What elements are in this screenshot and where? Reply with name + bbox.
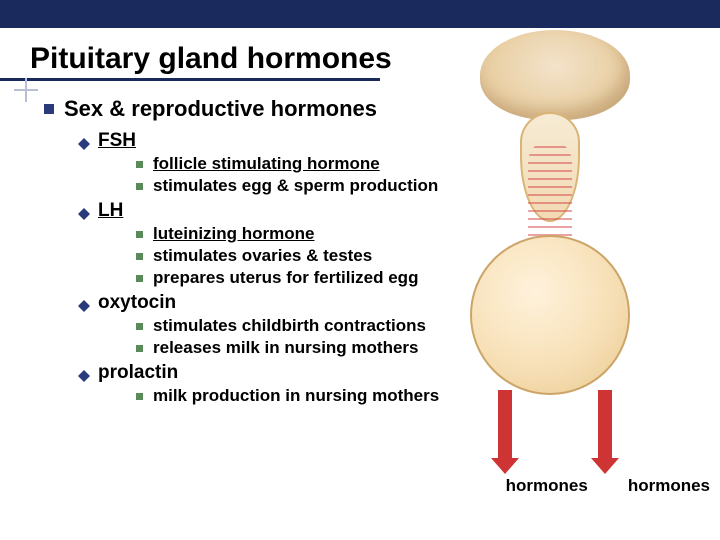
small-square-bullet-icon bbox=[136, 253, 143, 260]
lvl3-item: stimulates egg & sperm production bbox=[136, 176, 720, 196]
header-bar bbox=[0, 0, 720, 28]
lvl3-item: milk production in nursing mothers bbox=[136, 386, 720, 406]
small-square-bullet-icon bbox=[136, 275, 143, 282]
lvl3-item: stimulates childbirth contractions bbox=[136, 316, 720, 336]
lvl2-item: LH bbox=[78, 200, 720, 222]
hormones-label-right: hormones bbox=[628, 476, 710, 496]
lvl2-text: prolactin bbox=[98, 362, 178, 384]
lvl1-text: Sex & reproductive hormones bbox=[64, 96, 377, 122]
lvl3-container: stimulates childbirth contractionsreleas… bbox=[136, 316, 720, 358]
lvl3-item: releases milk in nursing mothers bbox=[136, 338, 720, 358]
lvl3-item: luteinizing hormone bbox=[136, 224, 720, 244]
small-square-bullet-icon bbox=[136, 231, 143, 238]
content-area: Sex & reproductive hormones FSHfollicle … bbox=[0, 78, 720, 406]
lvl2-text: oxytocin bbox=[98, 292, 176, 314]
small-square-bullet-icon bbox=[136, 161, 143, 168]
small-square-bullet-icon bbox=[136, 345, 143, 352]
diamond-bullet-icon bbox=[78, 208, 90, 214]
lvl3-item: prepares uterus for fertilized egg bbox=[136, 268, 720, 288]
lvl3-text: releases milk in nursing mothers bbox=[153, 338, 418, 358]
diamond-bullet-icon bbox=[78, 370, 90, 376]
lvl3-text: stimulates egg & sperm production bbox=[153, 176, 438, 196]
lvl3-text: luteinizing hormone bbox=[153, 224, 315, 244]
lvl2-text: LH bbox=[98, 200, 123, 222]
small-square-bullet-icon bbox=[136, 183, 143, 190]
bottom-labels: hormones hormones bbox=[506, 476, 710, 496]
lvl2-text: FSH bbox=[98, 130, 136, 152]
lvl3-item: stimulates ovaries & testes bbox=[136, 246, 720, 266]
lvl2-item: FSH bbox=[78, 130, 720, 152]
sections-container: FSHfollicle stimulating hormonestimulate… bbox=[78, 130, 720, 406]
lvl2-item: prolactin bbox=[78, 362, 720, 384]
lvl3-text: prepares uterus for fertilized egg bbox=[153, 268, 418, 288]
diamond-bullet-icon bbox=[78, 138, 90, 144]
lvl3-container: luteinizing hormonestimulates ovaries & … bbox=[136, 224, 720, 288]
small-square-bullet-icon bbox=[136, 323, 143, 330]
square-bullet-icon bbox=[44, 104, 54, 114]
lvl3-text: stimulates childbirth contractions bbox=[153, 316, 426, 336]
title-text: Pituitary gland hormones bbox=[30, 42, 392, 75]
diamond-bullet-icon bbox=[78, 300, 90, 306]
lvl3-container: follicle stimulating hormonestimulates e… bbox=[136, 154, 720, 196]
lvl3-item: follicle stimulating hormone bbox=[136, 154, 720, 174]
small-square-bullet-icon bbox=[136, 393, 143, 400]
lvl3-container: milk production in nursing mothers bbox=[136, 386, 720, 406]
lvl2-item: oxytocin bbox=[78, 292, 720, 314]
lvl3-text: stimulates ovaries & testes bbox=[153, 246, 372, 266]
lvl3-text: follicle stimulating hormone bbox=[153, 154, 380, 174]
lvl1-item: Sex & reproductive hormones bbox=[44, 96, 720, 122]
hormones-label-left: hormones bbox=[506, 476, 588, 496]
lvl3-text: milk production in nursing mothers bbox=[153, 386, 439, 406]
